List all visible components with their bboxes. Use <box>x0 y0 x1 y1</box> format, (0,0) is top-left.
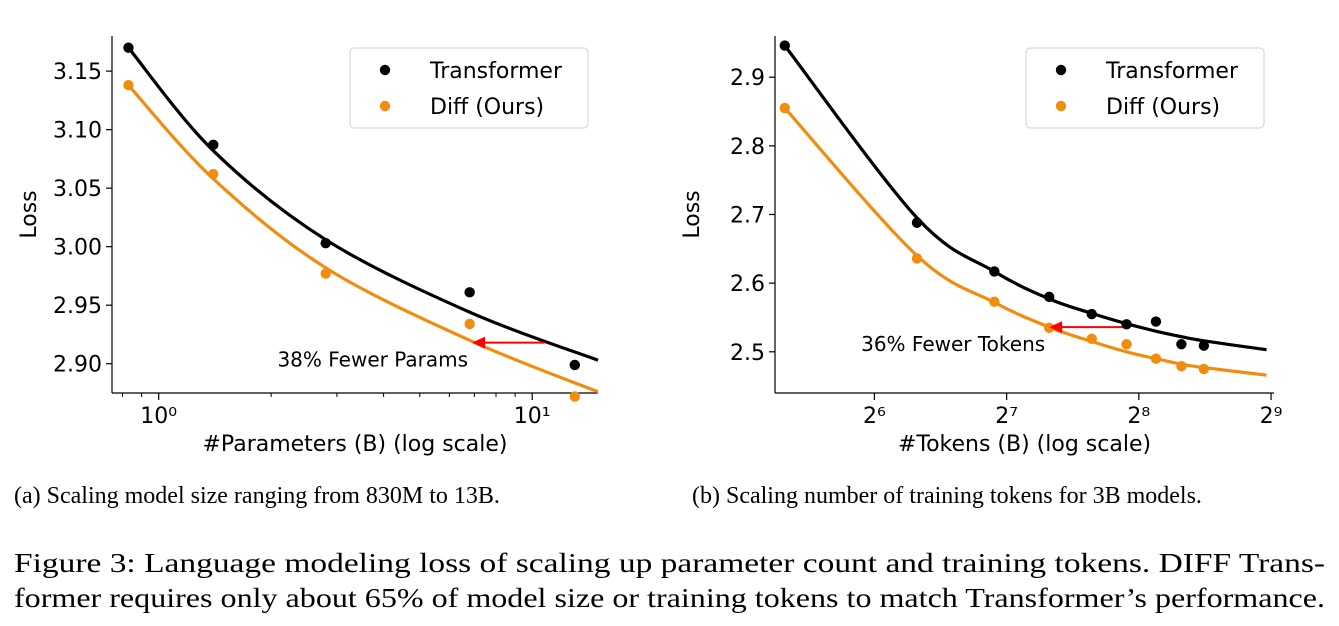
annotation-arrow-head <box>472 336 486 349</box>
chart-panel-b: 2.5 2.6 2.7 2.8 2.9 2⁶ 2⁷ 2⁸ 2⁹ #Tokens (B) (log … <box>680 36 1282 457</box>
data-point-diff <box>123 79 134 91</box>
legend-marker-transformer <box>379 64 391 76</box>
x-axis-label: #Parameters (B) (log scale) <box>203 432 508 457</box>
data-point-transformer <box>464 287 475 298</box>
x-tick-label: 10⁰ <box>140 404 177 429</box>
annotation-arrow-head <box>1049 321 1063 334</box>
y-tick-label: 3.05 <box>53 177 102 202</box>
y-tick-label: 3.00 <box>53 236 102 261</box>
data-point-diff <box>1086 333 1097 344</box>
data-point-transformer <box>569 359 580 371</box>
legend-label-transformer: Transformer <box>1105 59 1239 84</box>
data-point-transformer <box>1043 291 1055 303</box>
data-point-diff <box>1176 361 1187 372</box>
legend-marker-diff <box>379 100 391 112</box>
data-point-transformer <box>1198 340 1210 351</box>
y-tick-label: 2.8 <box>730 135 765 160</box>
data-point-diff <box>911 253 923 264</box>
y-tick-label: 2.95 <box>53 294 102 319</box>
subcaption-a: (a) Scaling model size ranging from 830M… <box>14 483 500 509</box>
y-tick-label: 2.5 <box>730 341 765 366</box>
y-tick-label: 2.6 <box>730 272 765 297</box>
data-point-transformer <box>1086 308 1097 320</box>
y-tick-label: 2.90 <box>53 353 102 378</box>
y-tick-label: 3.10 <box>53 119 102 144</box>
x-tick-label: 2⁸ <box>1127 404 1150 429</box>
x-tick-label: 2⁷ <box>995 404 1018 429</box>
data-point-diff <box>1043 322 1055 333</box>
figure-caption-line-1: Figure 3: Language modeling loss of scal… <box>14 548 1325 578</box>
subcaption-b: (b) Scaling number of training tokens fo… <box>692 483 1202 509</box>
data-point-diff <box>464 318 475 330</box>
y-axis-label: Loss <box>680 190 705 238</box>
legend-label-diff: Diff (Ours) <box>1106 95 1220 120</box>
chart-panel-a: 2.90 2.95 3.00 3.05 3.10 3.15 10⁰ 10¹#Parameter… <box>17 36 599 457</box>
x-tick-label: 2⁹ <box>1260 404 1283 429</box>
data-point-transformer <box>320 237 331 249</box>
x-axis-label: #Tokens (B) (log scale) <box>898 432 1151 457</box>
data-point-transformer <box>1176 339 1187 350</box>
data-point-diff <box>569 391 580 402</box>
data-point-transformer <box>1121 319 1132 330</box>
data-point-transformer <box>911 217 923 228</box>
data-point-diff <box>1198 363 1210 375</box>
legend-box <box>349 47 589 129</box>
y-tick-label: 3.15 <box>53 60 102 85</box>
annotation-text: 38% Fewer Params <box>277 348 468 372</box>
figure-caption-line-2: former requires only about 65% of model … <box>14 583 1325 613</box>
data-point-transformer <box>123 42 134 53</box>
y-tick-label: 2.7 <box>730 204 765 229</box>
legend-label-transformer: Transformer <box>429 59 563 84</box>
data-point-transformer <box>1150 316 1162 327</box>
data-point-transformer <box>779 40 790 51</box>
y-axis-label: Loss <box>17 190 42 238</box>
data-point-diff <box>1150 353 1162 364</box>
data-point-diff <box>989 296 1000 307</box>
annotation-text: 36% Fewer Tokens <box>861 332 1045 356</box>
legend-box <box>1025 47 1265 129</box>
legend-marker-transformer <box>1055 64 1067 76</box>
data-point-transformer <box>208 139 219 151</box>
fit-line-diff <box>127 84 599 394</box>
legend-label-diff: Diff (Ours) <box>430 95 544 120</box>
data-point-diff <box>1121 339 1132 350</box>
data-point-diff <box>208 168 219 180</box>
data-point-diff <box>779 102 790 114</box>
legend-marker-diff <box>1055 100 1067 112</box>
data-point-transformer <box>989 266 1000 277</box>
y-tick-label: 2.9 <box>730 66 765 91</box>
data-point-diff <box>320 268 331 279</box>
x-tick-label: 10¹ <box>514 404 551 429</box>
x-tick-label: 2⁶ <box>863 404 886 429</box>
